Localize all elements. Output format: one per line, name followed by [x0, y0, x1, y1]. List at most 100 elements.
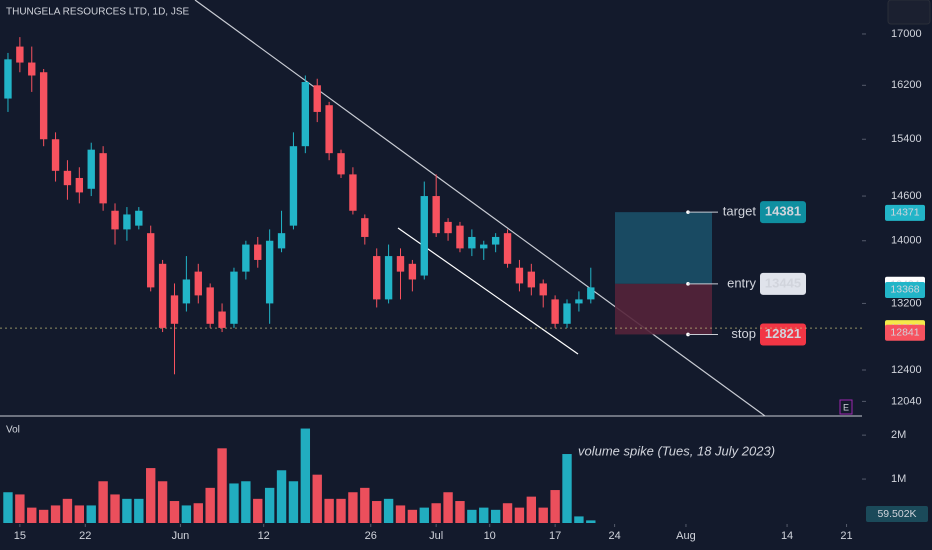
volume-tag — [866, 506, 928, 522]
candle-body — [147, 233, 155, 288]
target-label: target — [723, 204, 757, 219]
candle-body — [432, 196, 440, 234]
y-tick-label: 15400 — [891, 133, 922, 145]
annotation: volume spike (Tues, 18 July 2023) — [578, 443, 775, 458]
y-tick-label: 12040 — [891, 395, 922, 407]
y-tick-label: 16200 — [891, 79, 922, 91]
candle-body — [158, 263, 167, 328]
candle-body — [408, 263, 417, 280]
candle-body — [515, 267, 524, 284]
candle-body — [4, 59, 12, 99]
volume-bar — [526, 496, 537, 523]
volume-bar — [264, 487, 275, 523]
candle-body — [135, 210, 143, 226]
volume-bar — [217, 448, 227, 523]
volume-bar — [419, 507, 429, 523]
volume-bar — [550, 490, 560, 523]
volume-bar — [62, 498, 73, 523]
candle-body — [123, 214, 131, 230]
event-marker-box[interactable] — [839, 399, 853, 415]
volume-bar — [455, 501, 465, 523]
x-tick-label: Jul — [429, 530, 443, 542]
volume-tick-label: 1M — [891, 473, 906, 485]
candle-body — [242, 244, 250, 272]
candle-body — [39, 72, 48, 140]
volume-bar — [110, 494, 120, 523]
candle-body — [182, 279, 191, 304]
channel-line — [397, 227, 579, 355]
x-tick-label: 21 — [840, 530, 852, 542]
volume-bar — [348, 492, 358, 523]
price-tag — [885, 324, 925, 341]
x-tick-label: 12 — [258, 530, 270, 542]
candle-body — [384, 256, 393, 300]
candle-body — [468, 236, 476, 249]
price-tag-label: 13368 — [890, 284, 919, 296]
volume-bar — [312, 474, 322, 523]
volume-bar — [407, 509, 418, 523]
volume-bar — [336, 498, 346, 523]
volume-bar — [383, 498, 394, 523]
candle-body — [444, 221, 452, 234]
volume-bar — [3, 492, 13, 523]
volume-tick-label: 2M — [891, 429, 906, 441]
candle-body — [63, 170, 72, 186]
candle-body — [75, 177, 84, 193]
volume-bar — [574, 516, 584, 523]
entry-value: 13445 — [765, 275, 801, 290]
volume-bar — [562, 454, 572, 523]
corner-button[interactable] — [887, 0, 931, 25]
volume-bar — [157, 481, 168, 523]
candle-body — [396, 256, 405, 272]
candle-body — [337, 153, 345, 175]
target-box — [760, 201, 806, 224]
volume-bar — [538, 507, 548, 523]
candle-body — [539, 283, 547, 296]
candle-body — [420, 196, 428, 276]
volume-bar — [15, 494, 25, 523]
target-zone — [615, 212, 712, 284]
volume-bar — [431, 503, 441, 523]
candle-body — [480, 244, 488, 249]
candle-body — [289, 146, 298, 226]
candle-body — [456, 225, 464, 249]
chart-title: THUNGELA RESOURCES LTD, 1D, JSE — [6, 7, 190, 18]
candle-body — [16, 46, 24, 63]
event-marker: E — [843, 402, 849, 412]
x-tick-label: 24 — [608, 530, 620, 542]
x-tick-label: Aug — [676, 530, 696, 542]
candle-body — [313, 85, 321, 112]
x-tick-label: 17 — [549, 530, 561, 542]
volume-bar — [181, 505, 192, 523]
candle-body — [111, 210, 119, 230]
candle-body — [28, 62, 36, 76]
candle-body — [349, 174, 357, 211]
candle-body — [587, 287, 595, 300]
volume-bar — [514, 507, 525, 523]
candle-body — [51, 139, 60, 171]
y-tick-label: 14600 — [891, 190, 922, 202]
volume-bar — [467, 509, 477, 523]
x-tick-label: 14 — [781, 530, 793, 542]
volume-bar — [134, 498, 144, 523]
candle-body — [206, 287, 214, 324]
candle-body — [194, 271, 202, 296]
stop-box — [760, 323, 806, 346]
candle-body — [373, 256, 381, 300]
candle-body — [527, 271, 536, 288]
entry-box — [760, 272, 806, 295]
candle-body — [563, 303, 571, 324]
volume-bar — [586, 520, 596, 523]
volume-bar — [276, 470, 287, 523]
stop-label: stop — [731, 326, 756, 341]
volume-bar — [395, 505, 406, 523]
y-tick-label: 17000 — [891, 28, 922, 40]
volume-bar — [50, 505, 61, 523]
volume-label: Vol — [6, 425, 20, 436]
target-value: 14381 — [765, 204, 801, 219]
volume-bar — [300, 428, 311, 523]
y-tick-label: 13200 — [891, 297, 922, 309]
candle-body — [575, 299, 583, 304]
